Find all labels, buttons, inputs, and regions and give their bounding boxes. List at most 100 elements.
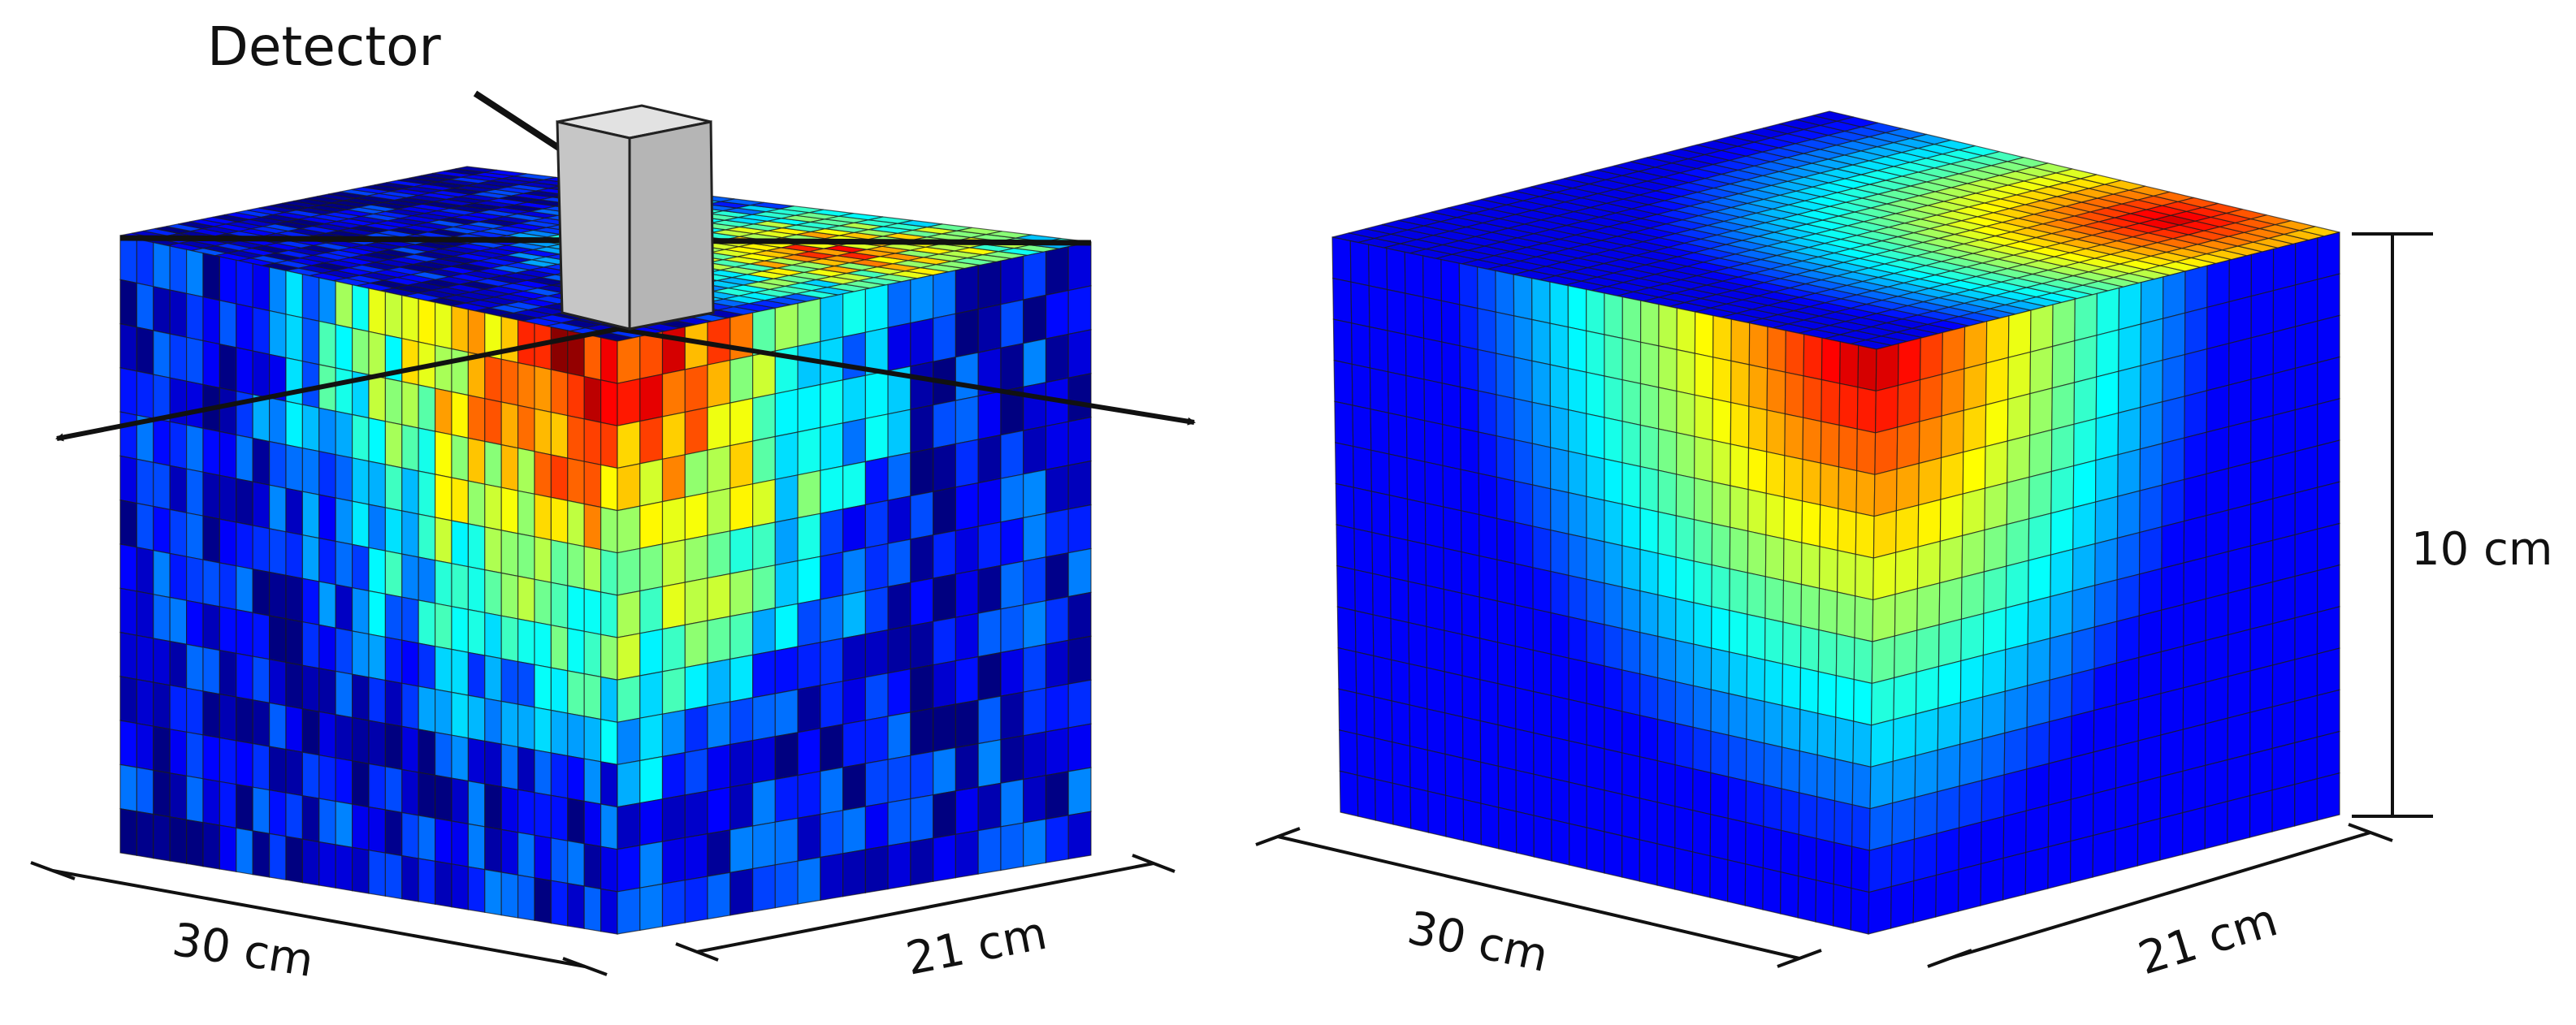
right-right-voxel [2183,598,2207,647]
right-front-voxel [1586,620,1605,667]
right-right-voxel [2316,647,2340,697]
right-right-voxel [1873,468,1898,517]
left-front-voxel [384,766,403,814]
left-front-voxel [352,327,370,376]
left-front-voxel [269,309,287,359]
right-right-voxel [2047,798,2072,848]
left-front-voxel [301,577,320,626]
right-front-voxel [1550,529,1569,577]
left-front-voxel [583,758,602,805]
right-front-voxel [1352,404,1372,452]
left-right-voxel [774,560,799,609]
right-front-voxel [1676,307,1696,354]
right-front-voxel [1656,802,1676,849]
right-front-voxel [1657,635,1677,683]
right-right-voxel [1896,421,1920,470]
right-front-voxel [1784,413,1804,461]
left-right-voxel [910,794,934,843]
right-right-voxel [2317,273,2340,322]
right-front-voxel [1550,736,1570,783]
right-right-voxel [1913,833,1937,882]
right-right-voxel [2316,730,2340,780]
left-front-voxel [252,481,271,530]
left-right-voxel [1067,285,1092,335]
left-right-voxel [1023,338,1047,388]
right-right-voxel [2160,687,2184,736]
right-front-voxel [1621,669,1641,716]
right-front-voxel [1426,625,1445,673]
left-right-voxel [1000,735,1024,785]
left-front-voxel [368,720,386,768]
left-front-voxel [368,590,386,638]
right-front-voxel [1674,763,1694,811]
right-front-voxel [1747,488,1767,536]
left-right-voxel [910,621,934,670]
right-front-voxel [1496,642,1517,689]
right-right-voxel [2007,435,2031,484]
left-right-voxel [933,530,957,579]
left-right-voxel [797,556,821,605]
right-front-voxel [1816,796,1836,844]
right-front-voxel [1336,564,1356,612]
left-front-voxel [418,729,436,776]
right-front-voxel [1549,322,1569,370]
left-right-voxel [797,340,821,390]
right-front-voxel [1408,663,1428,710]
left-front-voxel [169,772,188,821]
right-front-voxel [1427,790,1447,837]
right-right-voxel [2317,231,2340,280]
right-front-voxel [1853,637,1873,685]
right-right-voxel [1914,749,1938,798]
right-front-voxel [1692,726,1712,774]
left-right-voxel [661,837,686,885]
right-front-voxel [1407,539,1427,586]
left-right-voxel [774,388,799,438]
right-front-voxel [1709,813,1729,861]
left-front-voxel [401,424,419,472]
right-right-voxel [1872,593,1896,642]
left-right-voxel [842,849,867,897]
left-front-voxel [418,685,436,733]
right-front-voxel [1746,697,1765,744]
left-front-voxel [451,777,470,825]
right-right-voxel [2249,456,2274,505]
left-right-voxel [707,786,731,835]
left-right-voxel [842,374,867,424]
left-right-voxel [887,322,911,372]
right-front-voxel [1762,825,1782,873]
left-front-voxel [517,361,535,410]
left-right-voxel [684,620,708,668]
right-front-voxel [1782,579,1803,627]
left-front-voxel [119,455,137,504]
left-front-voxel [352,760,370,808]
right-front-voxel [1730,485,1749,532]
left-front-voxel [202,471,220,520]
right-right-voxel [2117,448,2141,497]
left-width-label: 30 cm [169,914,317,988]
right-front-voxel [1567,367,1587,415]
right-front-voxel [1766,409,1786,456]
right-right-voxel [2094,537,2119,586]
left-front-voxel [550,454,569,502]
left-front-voxel [269,484,287,533]
left-front-voxel [136,811,154,859]
right-right-voxel [2070,751,2094,801]
left-right-voxel [910,448,934,497]
left-front-voxel [434,817,452,865]
right-right-voxel [1959,654,1985,703]
right-front-voxel [1388,453,1409,500]
right-front-voxel [1800,583,1821,631]
left-front-voxel [384,377,403,426]
right-front-voxel [1656,677,1677,724]
left-right-voxel [1045,246,1069,296]
right-right-voxel [2184,390,2208,439]
right-front-voxel [1710,730,1730,778]
left-front-voxel [186,599,204,648]
left-front-voxel [269,615,287,664]
right-front-voxel [1675,598,1695,645]
left-front-voxel [434,603,452,651]
right-front-voxel [1851,762,1872,810]
right-front-voxel [1533,773,1552,820]
left-right-voxel [1045,421,1069,471]
right-front-voxel [1422,337,1443,384]
